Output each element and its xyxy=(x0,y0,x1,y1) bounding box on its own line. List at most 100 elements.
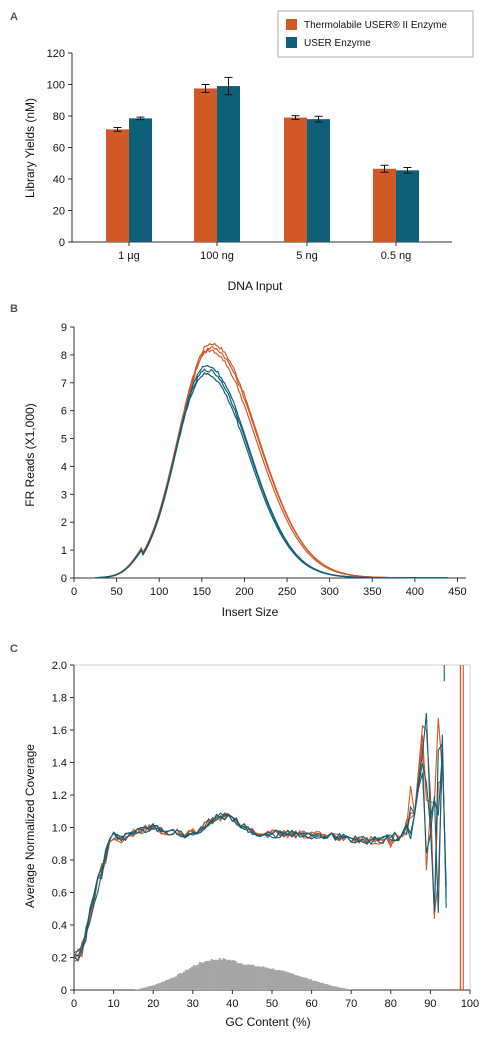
panel-b-x-tick-label: 250 xyxy=(278,586,296,598)
panel-c-x-tick-label: 70 xyxy=(345,998,357,1010)
gc-histogram-bar xyxy=(339,987,342,990)
gc-histogram-bar xyxy=(277,969,281,990)
panel-b-y-tick-label: 0 xyxy=(61,573,67,585)
panel-a-y-tick-label: 120 xyxy=(47,48,65,60)
gc-histogram-bar xyxy=(147,986,150,990)
gc-histogram-bar xyxy=(313,980,316,990)
gc-histogram-bar xyxy=(175,976,178,990)
insert-size-line-user xyxy=(95,371,449,579)
panel-b-y-tick-label: 4 xyxy=(61,461,67,473)
gc-histogram-bar xyxy=(260,966,263,990)
gc-histogram-bar xyxy=(208,960,211,990)
gc-histogram-bar xyxy=(196,964,200,990)
panel-c-x-tick-label: 30 xyxy=(187,998,199,1010)
gc-histogram-bar xyxy=(333,986,336,990)
panel-c-xlabel: GC Content (%) xyxy=(225,1015,310,1029)
panel-c-x-tick-label: 20 xyxy=(147,998,159,1010)
gc-histogram-bar xyxy=(222,958,225,990)
gc-histogram-bar xyxy=(285,971,289,990)
gc-histogram-bar xyxy=(309,979,312,990)
gc-histogram-bar xyxy=(252,964,255,990)
panel-c-y-tick-label: 0.8 xyxy=(52,855,67,867)
gc-histogram-bar xyxy=(192,965,196,990)
panel-c-x-tick-label: 40 xyxy=(226,998,238,1010)
gc-histogram-bar xyxy=(287,972,291,990)
gc-histogram-bar xyxy=(194,965,198,990)
gc-histogram-bar xyxy=(343,988,346,990)
legend-box xyxy=(277,10,474,58)
gc-histogram-bar xyxy=(301,977,304,990)
gc-histogram-bar xyxy=(258,966,261,990)
gc-histogram-bar xyxy=(335,986,338,990)
panel-b-x-tick-label: 450 xyxy=(448,586,466,598)
gc-histogram-bar xyxy=(186,969,190,990)
gc-histogram-bar xyxy=(224,959,227,990)
gc-histogram-bar xyxy=(266,967,269,990)
panel-c-y-tick-label: 2.0 xyxy=(52,660,67,672)
panel-c-lines xyxy=(73,665,464,990)
gc-histogram-bar xyxy=(256,966,259,990)
panel-c-x-tick-label: 80 xyxy=(385,998,397,1010)
panel-b-y-tick-label: 5 xyxy=(61,434,67,446)
panel-a-xlabel: DNA Input xyxy=(228,279,283,293)
gc-histogram-bar xyxy=(230,960,233,990)
bar-user xyxy=(217,86,240,242)
gc-histogram-bar xyxy=(165,980,168,990)
panel-c-y-tick-label: 1.4 xyxy=(52,758,67,770)
gc-histogram-bar xyxy=(159,982,162,990)
panel-c-x-tick-label: 50 xyxy=(266,998,278,1010)
panel-c-axes xyxy=(73,664,471,991)
panel-b-y-tick-label: 2 xyxy=(61,517,67,529)
panel-a-ticks: 0 20 40 60 80 100 120 1 µg 100 ng 5 ng 0.5 ng xyxy=(47,48,412,262)
bar-thermolabile xyxy=(194,88,217,242)
panel-a-x-tick-label: 0.5 ng xyxy=(381,250,412,262)
insert-size-line-user xyxy=(95,368,449,579)
panel-c-x-tick-label: 10 xyxy=(107,998,119,1010)
gc-histogram-bar xyxy=(218,958,221,990)
gc-histogram-bar xyxy=(178,973,182,990)
gc-histogram-bar xyxy=(143,987,146,990)
gc-histogram-bar xyxy=(307,979,310,990)
coverage-line-thermolabile xyxy=(73,717,443,961)
gc-histogram-bar xyxy=(262,966,265,990)
panel-b-y-tick-label: 7 xyxy=(61,378,67,390)
panel-b-y-tick-label: 6 xyxy=(61,406,67,418)
gc-histogram-bar xyxy=(276,970,279,990)
legend-swatch-user xyxy=(286,37,297,48)
panel-c-ticks: 0 0.2 0.4 0.6 0.8 1.0 1.2 1.4 1.6 1.8 2.0 0 10 20 30 40… xyxy=(52,660,479,1010)
panel-a-y-tick-label: 40 xyxy=(53,174,65,186)
panel-a: A 0 20 40 60 80 100 120 1 µg 100 ng 5 ng 0.5 ng DN… xyxy=(10,10,474,293)
gc-histogram-bar xyxy=(248,964,251,990)
panel-b-x-tick-label: 200 xyxy=(235,586,253,598)
panel-a-legend: Thermolabile USER® II Enzyme USER Enzyme xyxy=(277,10,474,58)
coverage-line-thermolabile xyxy=(73,744,443,959)
gc-histogram-bar xyxy=(311,980,314,990)
coverage-line-user xyxy=(73,741,447,957)
gc-histogram-bar xyxy=(305,978,308,990)
gc-histogram-bar xyxy=(173,977,176,990)
gc-histogram-bar xyxy=(281,970,285,990)
gc-histogram-bar xyxy=(153,985,156,990)
panel-c-letter: C xyxy=(10,643,18,655)
gc-histogram-bar xyxy=(264,967,267,990)
gc-histogram-bar xyxy=(220,959,223,990)
gc-histogram-bar xyxy=(246,964,249,990)
gc-histogram-bar xyxy=(198,962,201,990)
gc-histogram-bar xyxy=(291,973,295,990)
gc-histogram-bar xyxy=(135,989,138,990)
gc-histogram-bar xyxy=(167,979,170,990)
gc-histogram-bar xyxy=(234,961,237,990)
gc-histogram-bar xyxy=(232,960,235,990)
panel-b-x-tick-label: 0 xyxy=(71,586,77,598)
panel-c-x-tick-label: 90 xyxy=(424,998,436,1010)
gc-histogram-bar xyxy=(171,977,174,990)
gc-histogram-bar xyxy=(323,983,326,990)
panel-b-x-tick-label: 400 xyxy=(406,586,424,598)
panel-b-letter: B xyxy=(10,303,18,315)
gc-histogram-bar xyxy=(161,981,164,990)
panel-b-y-tick-label: 8 xyxy=(61,350,67,362)
bar-thermolabile xyxy=(106,129,129,242)
panel-a-y-tick-label: 60 xyxy=(53,143,65,155)
